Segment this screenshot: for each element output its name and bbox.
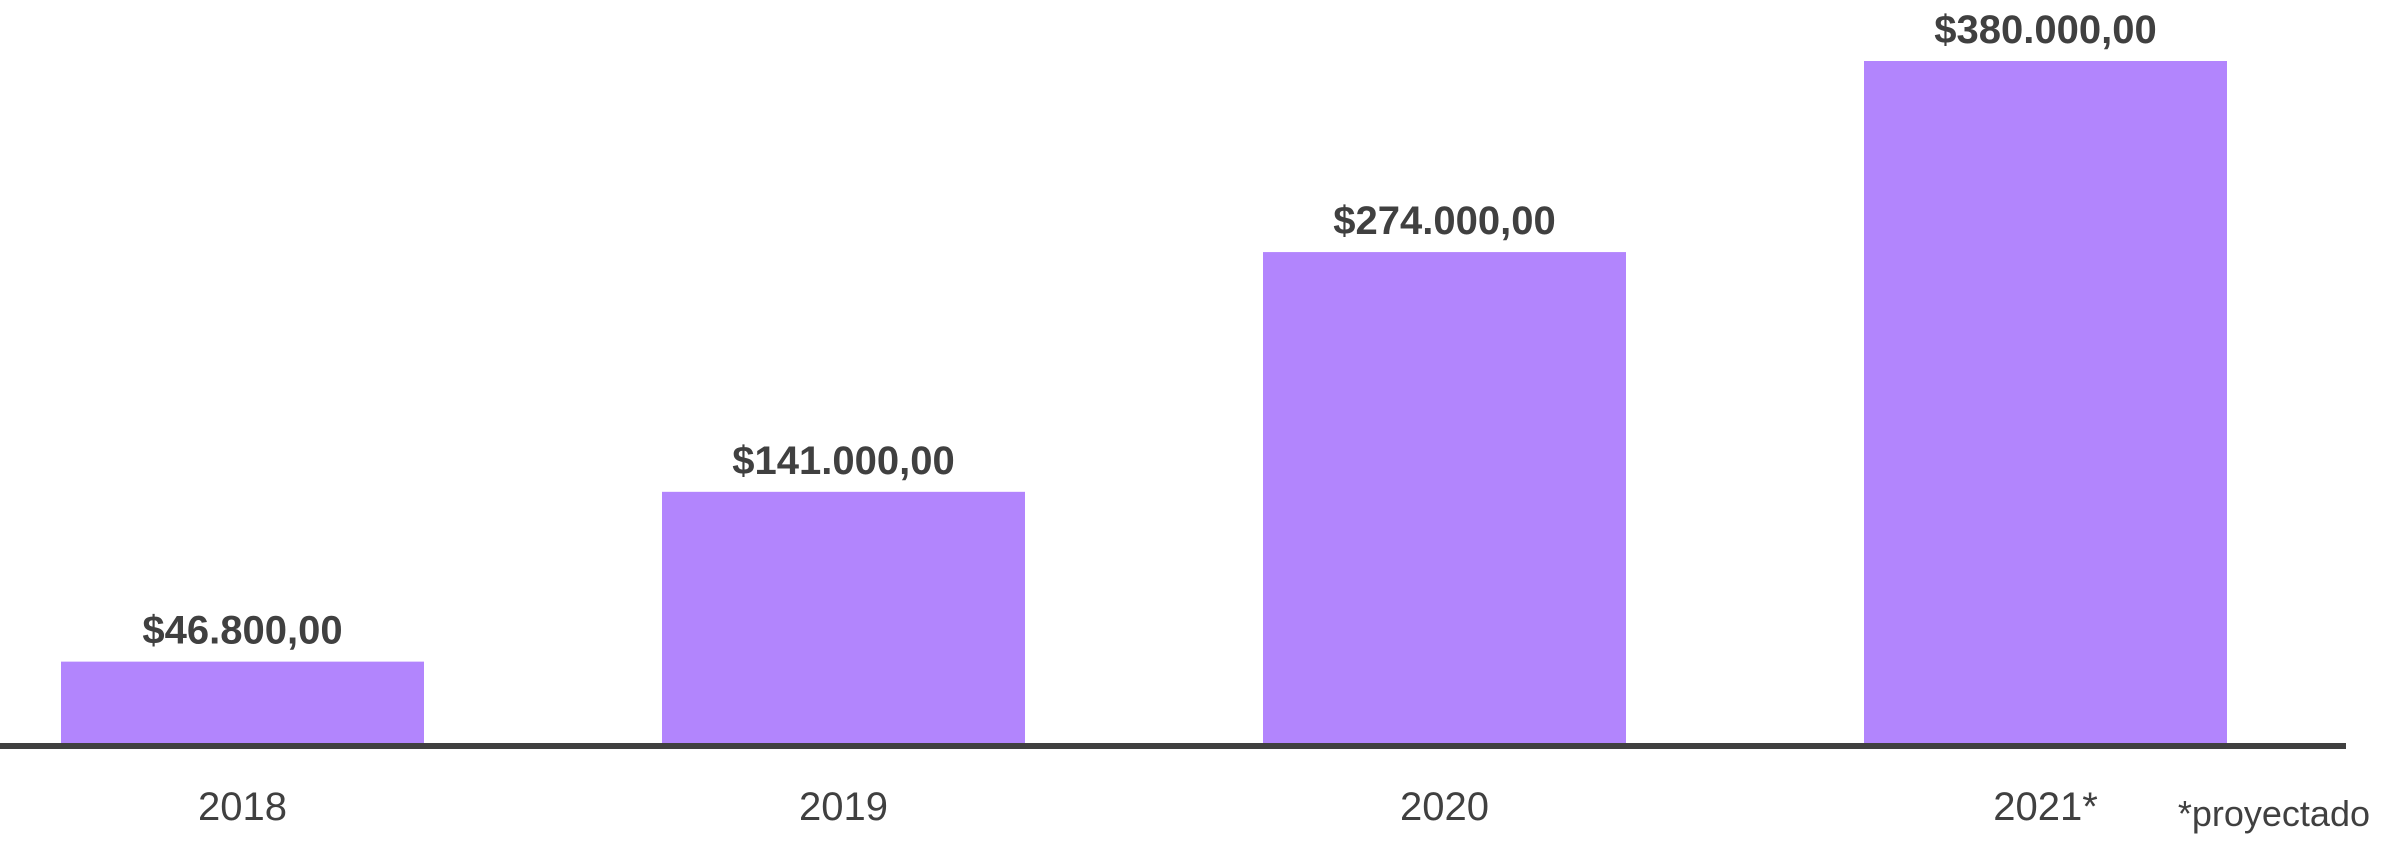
x-tick-label-2020: 2020 (1400, 785, 1489, 829)
bar-2020 (1263, 252, 1626, 746)
data-label-2021: $380.000,00 (1934, 8, 2156, 52)
x-tick-label-2021: 2021* (1993, 785, 2098, 829)
data-label-2018: $46.800,00 (142, 609, 342, 653)
bar-2019 (662, 491, 1025, 746)
x-tick-label-2018: 2018 (198, 785, 287, 829)
x-tick-label-2019: 2019 (799, 785, 888, 829)
bars-group (61, 61, 2227, 746)
data-label-2019: $141.000,00 (732, 439, 954, 483)
x-tick-labels-group: 2018 2019 2020 2021* (198, 785, 2098, 829)
bar-2018 (61, 661, 424, 746)
data-labels-group: $46.800,00 $141.000,00 $274.000,00 $380.000… (142, 8, 2156, 653)
data-label-2020: $274.000,00 (1333, 199, 1555, 243)
bar-2021 (1864, 61, 2227, 746)
projection-note: *proyectado (2178, 793, 2370, 834)
